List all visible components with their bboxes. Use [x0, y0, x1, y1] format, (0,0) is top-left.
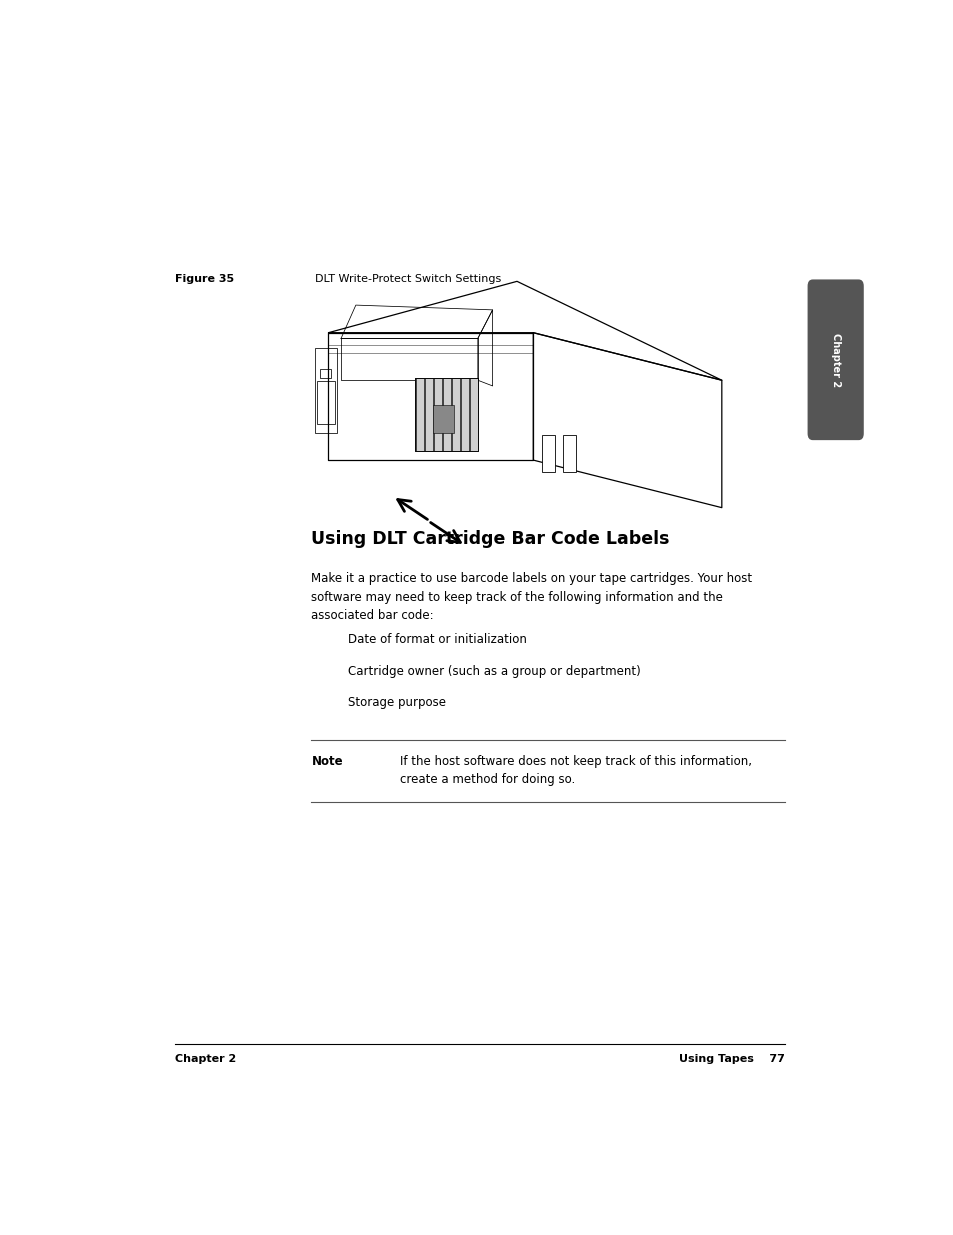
Text: Chapter 2: Chapter 2 [174, 1053, 235, 1063]
Text: If the host software does not keep track of this information,
create a method fo: If the host software does not keep track… [400, 755, 751, 787]
Text: Chapter 2: Chapter 2 [830, 332, 840, 387]
Polygon shape [433, 378, 435, 451]
Polygon shape [423, 378, 426, 451]
Polygon shape [441, 378, 444, 451]
Polygon shape [451, 378, 453, 451]
Polygon shape [415, 378, 416, 451]
Text: Using Tapes    77: Using Tapes 77 [679, 1053, 783, 1063]
Text: Using DLT Cartridge Bar Code Labels: Using DLT Cartridge Bar Code Labels [311, 531, 669, 548]
Polygon shape [415, 378, 477, 451]
Text: Note: Note [311, 755, 343, 768]
Text: Cartridge owner (such as a group or department): Cartridge owner (such as a group or depa… [348, 664, 640, 678]
Text: Date of format or initialization: Date of format or initialization [348, 634, 527, 646]
Text: Figure 35: Figure 35 [174, 274, 233, 284]
Polygon shape [433, 405, 454, 433]
Polygon shape [541, 436, 555, 472]
Text: Make it a practice to use barcode labels on your tape cartridges. Your host
soft: Make it a practice to use barcode labels… [311, 572, 752, 622]
FancyBboxPatch shape [807, 279, 862, 440]
Polygon shape [468, 378, 471, 451]
Polygon shape [459, 378, 461, 451]
Text: Storage purpose: Storage purpose [348, 697, 446, 709]
Polygon shape [562, 436, 576, 472]
Text: DLT Write-Protect Switch Settings: DLT Write-Protect Switch Settings [314, 274, 501, 284]
